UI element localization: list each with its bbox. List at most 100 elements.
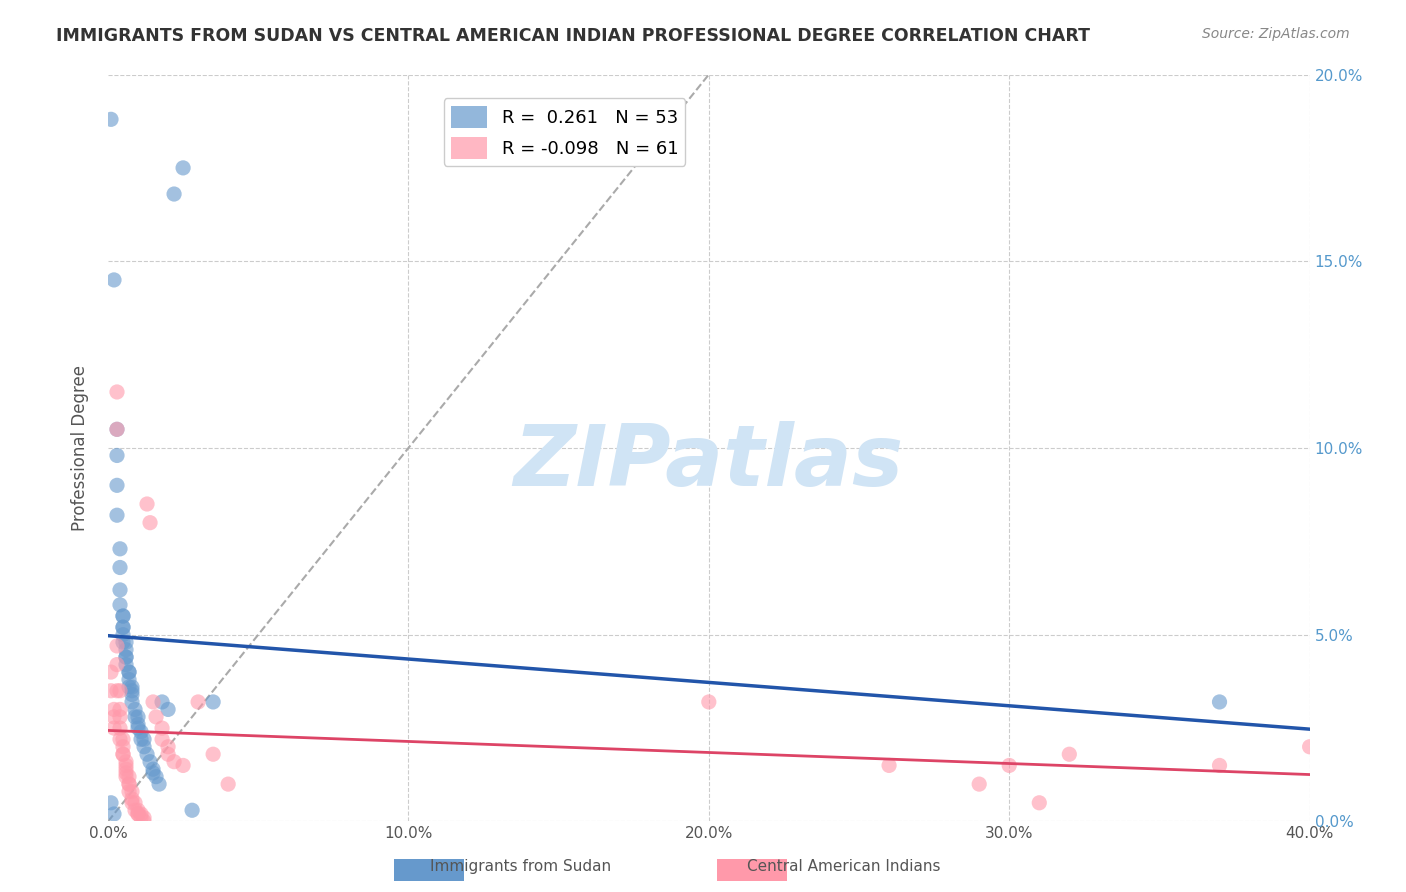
Text: IMMIGRANTS FROM SUDAN VS CENTRAL AMERICAN INDIAN PROFESSIONAL DEGREE CORRELATION: IMMIGRANTS FROM SUDAN VS CENTRAL AMERICA… (56, 27, 1090, 45)
Point (142, 695, 165, 709)
Point (163, 755, 186, 769)
Point (127, 807, 149, 822)
Point (129, 732, 152, 747)
Point (132, 739, 155, 754)
Text: Source: ZipAtlas.com: Source: ZipAtlas.com (1202, 27, 1350, 41)
Point (124, 710, 146, 724)
Point (118, 777, 141, 791)
Point (127, 721, 149, 735)
Point (105, 683, 128, 698)
Point (100, 665, 122, 679)
Point (118, 673, 141, 687)
Point (132, 732, 155, 747)
Point (127, 803, 149, 817)
Point (142, 765, 165, 780)
Point (103, 807, 125, 822)
Point (157, 747, 180, 762)
Point (105, 639, 128, 653)
Point (1028, 796, 1050, 810)
Point (697, 695, 720, 709)
Point (108, 598, 131, 612)
Point (115, 770, 138, 784)
Point (127, 807, 149, 822)
Legend: R =  0.261   N = 53, R = -0.098   N = 61: R = 0.261 N = 53, R = -0.098 N = 61 (444, 98, 686, 166)
Point (100, 112, 122, 127)
Point (115, 650, 138, 665)
Point (121, 683, 143, 698)
Point (127, 710, 149, 724)
Point (150, 695, 173, 709)
Point (163, 187, 186, 202)
Point (121, 688, 143, 702)
Point (115, 765, 138, 780)
Point (105, 384, 128, 399)
Point (111, 609, 134, 624)
Point (187, 695, 209, 709)
Point (172, 161, 194, 175)
Point (136, 747, 159, 762)
Point (121, 695, 143, 709)
Point (115, 642, 138, 657)
Point (115, 657, 138, 672)
Point (111, 732, 134, 747)
Point (150, 732, 173, 747)
Point (103, 721, 125, 735)
Y-axis label: Professional Degree: Professional Degree (72, 365, 89, 531)
Point (124, 702, 146, 716)
Point (157, 702, 180, 716)
Point (118, 665, 141, 679)
Point (111, 620, 134, 634)
Point (118, 777, 141, 791)
Point (111, 747, 134, 762)
Point (145, 710, 167, 724)
Point (105, 657, 128, 672)
Point (172, 758, 194, 772)
Point (108, 702, 131, 716)
Point (202, 747, 225, 762)
Point (1208, 758, 1230, 772)
Point (111, 739, 134, 754)
Point (118, 770, 141, 784)
Point (115, 650, 138, 665)
Point (111, 609, 134, 624)
Point (108, 560, 131, 574)
Point (111, 635, 134, 649)
Point (105, 422, 128, 436)
Point (142, 762, 165, 776)
Point (100, 796, 122, 810)
Point (115, 755, 138, 769)
Point (103, 273, 125, 287)
Point (108, 683, 131, 698)
Point (150, 721, 173, 735)
Point (148, 777, 170, 791)
Point (129, 807, 152, 822)
Point (121, 680, 143, 694)
Point (124, 803, 146, 817)
Point (108, 582, 131, 597)
Text: Central American Indians: Central American Indians (747, 859, 941, 874)
Point (1059, 747, 1081, 762)
Point (145, 770, 167, 784)
Point (202, 695, 225, 709)
Point (217, 777, 239, 791)
Point (118, 680, 141, 694)
Point (105, 508, 128, 523)
Point (105, 422, 128, 436)
Point (105, 449, 128, 463)
Point (127, 717, 149, 731)
Point (967, 777, 990, 791)
Point (108, 732, 131, 747)
Point (136, 497, 159, 511)
Point (129, 724, 152, 739)
Point (111, 747, 134, 762)
Text: Immigrants from Sudan: Immigrants from Sudan (430, 859, 610, 874)
Point (100, 683, 122, 698)
Point (157, 739, 180, 754)
Point (877, 758, 900, 772)
Point (111, 620, 134, 634)
Point (108, 541, 131, 556)
Point (118, 784, 141, 798)
Point (105, 478, 128, 492)
Point (115, 762, 138, 776)
Point (111, 628, 134, 642)
